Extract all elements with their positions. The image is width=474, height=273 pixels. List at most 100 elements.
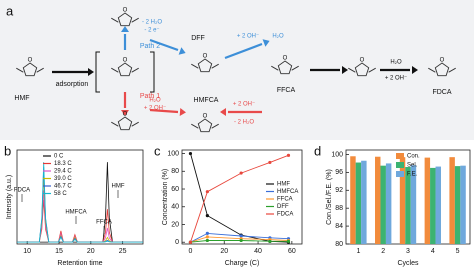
scheme-text: + 2 OH⁻ (144, 106, 166, 112)
legend-swatch (396, 171, 404, 177)
molecule-ring (197, 58, 213, 73)
arrowhead (262, 39, 270, 47)
molecule-bond (111, 121, 139, 127)
plot-frame (16, 149, 144, 245)
bar (399, 157, 406, 244)
plot-frame (181, 149, 303, 245)
x-tick-label: 15 (55, 248, 63, 255)
y-tick-label: 88 (335, 205, 343, 212)
point (268, 239, 272, 243)
x-axis-label: Cycles (397, 260, 419, 267)
bar (361, 160, 367, 244)
arrowhead (342, 66, 348, 74)
legend-label: DFF (277, 204, 289, 210)
peak-label: FDCA (14, 188, 30, 194)
molecule-ring (117, 116, 133, 131)
y-tick-label: 96 (335, 169, 343, 176)
molecule-ring (197, 118, 213, 133)
series-line (17, 162, 143, 243)
legend-label: Sel. (407, 163, 418, 169)
legend-label: FFCA (277, 197, 293, 203)
legend-label: 0 C (54, 154, 64, 160)
x-tick-label: 0 (188, 248, 192, 255)
bracket (95, 51, 155, 93)
y-axis-label: Intensity (a.u.) (6, 175, 13, 219)
scheme-text: + 2 OH⁻ (385, 76, 407, 82)
x-tick-label: 5 (456, 248, 460, 255)
legend-label: 18.3 C (54, 161, 72, 167)
peak-label: HMF (112, 184, 125, 190)
molecule-bond (191, 123, 219, 129)
x-tick-label: 40 (254, 248, 262, 255)
arrowhead (179, 108, 186, 116)
legend-label: F.E. (407, 172, 418, 178)
atom: O (203, 114, 208, 120)
arrowhead (121, 110, 129, 116)
x-tick-label: 10 (23, 248, 31, 255)
y-tick-label: 40 (171, 204, 179, 211)
x-tick-label: 25 (119, 248, 127, 255)
scheme-text: H₂O (272, 34, 284, 40)
legend-label: FDCA (277, 212, 293, 218)
bar (454, 166, 461, 244)
scheme-text: Path 1 (140, 93, 160, 100)
molecule-bond (111, 67, 139, 73)
molecule-ring (117, 62, 133, 77)
y-tick-label: 84 (335, 223, 343, 230)
atom: O (28, 58, 33, 64)
y-tick-label: 92 (335, 187, 343, 194)
arrowhead (220, 108, 226, 116)
chart: d 80 84 88 92 96 100 Cycles Con./Sel./F.E. (%) 1 2… (314, 143, 471, 267)
arrowhead (88, 68, 94, 76)
point (205, 214, 209, 218)
arrowhead (178, 47, 186, 55)
scheme-text: FDCA (432, 89, 451, 96)
scheme-text: - 2 e⁻ (144, 28, 159, 34)
scheme-text: HMFCA (194, 97, 219, 104)
scheme-text: + 2 OH⁻ (233, 102, 255, 108)
y-tick-label: 20 (171, 221, 179, 228)
bar (435, 166, 441, 244)
x-tick-label: 1 (356, 248, 360, 255)
legend-swatch (396, 153, 404, 159)
point (239, 234, 243, 238)
legend-label: 46.7 C (54, 184, 72, 190)
atom: O (123, 8, 128, 14)
series-line (17, 190, 143, 243)
point (188, 151, 193, 156)
y-axis-label: Concentration (%) (162, 169, 169, 225)
panel-label: d (314, 143, 321, 158)
atom: O (123, 58, 128, 64)
series-line (17, 162, 143, 243)
scheme-text: - 2 H₂O (142, 20, 162, 26)
series-line (17, 199, 143, 243)
bar (350, 156, 356, 244)
molecule-bond (191, 63, 219, 69)
legend-label: HMF (277, 182, 290, 188)
scheme-text: DFF (191, 35, 205, 42)
molecule-bond (271, 65, 299, 71)
bar (375, 156, 381, 244)
panel-label: b (4, 143, 11, 158)
arrow (224, 42, 263, 60)
scheme-text: H₂O (149, 98, 161, 104)
legend-swatch (396, 162, 404, 168)
x-tick-label: 20 (220, 248, 228, 255)
x-axis-label: Retention time (57, 260, 102, 267)
y-tick-label: 80 (171, 168, 179, 175)
molecule-bond (16, 67, 44, 73)
molecule-bond (111, 17, 139, 23)
scheme-text: Path 2 (140, 43, 160, 50)
molecule-bond (428, 67, 456, 73)
scheme-text: H₂O (390, 60, 402, 66)
atom: O (440, 58, 445, 64)
series-line (17, 166, 143, 243)
y-tick-label: 80 (335, 241, 343, 248)
bar (430, 167, 436, 244)
point (205, 235, 209, 239)
point (205, 231, 209, 235)
bar (385, 163, 392, 244)
atom: O (283, 56, 288, 62)
y-tick-label: 60 (171, 186, 179, 193)
